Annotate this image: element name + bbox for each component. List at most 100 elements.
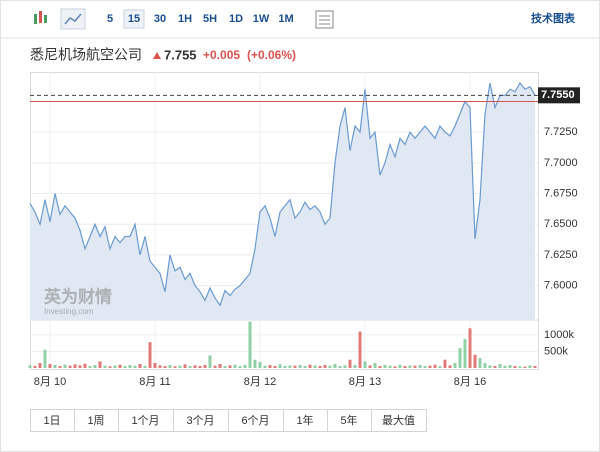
volume-bar [233, 364, 237, 368]
interval-button[interactable]: 15 [128, 13, 140, 25]
interval-button[interactable]: 1D [229, 13, 243, 25]
candle-icon[interactable] [34, 11, 47, 24]
volume-bar [388, 365, 392, 368]
up-arrow [153, 52, 161, 59]
volume-bar [113, 365, 117, 368]
volume-bar [138, 364, 142, 368]
price: 7.755 [164, 47, 197, 62]
y-tick-label: 7.6500 [544, 218, 578, 230]
volume-bar [443, 359, 447, 368]
volume-bar [483, 363, 487, 368]
volume-bar [53, 365, 57, 368]
volume-bar [373, 363, 377, 368]
volume-bar [378, 366, 382, 368]
volume-bar [228, 365, 232, 368]
range-label: 6个月 [241, 414, 269, 427]
volume-bar [363, 361, 367, 368]
volume-bar [33, 366, 37, 368]
volume-bar [73, 364, 77, 368]
volume-bar [173, 366, 177, 368]
line-icon-glyph [64, 13, 82, 25]
volume-bar [468, 328, 472, 368]
volume-bar [498, 364, 502, 368]
volume-bar [203, 365, 207, 368]
y-tick-label: 7.6750 [544, 187, 578, 199]
volume-bar [248, 321, 252, 368]
volume-bar [358, 331, 362, 368]
volume-bar [48, 364, 52, 368]
watermark-site: Investing.com [44, 307, 94, 316]
active-interval [123, 9, 145, 29]
y-tick-label: 7.6000 [544, 280, 578, 292]
volume-bar [58, 366, 62, 368]
volume-bar [188, 366, 192, 368]
volume-bar [123, 366, 127, 368]
volume-bar [218, 364, 222, 368]
volume-bar [313, 365, 317, 368]
volume-bar [83, 363, 87, 368]
volume-bar [488, 365, 492, 368]
volume-bar [193, 365, 197, 368]
x-tick-label: 8月 10 [34, 376, 66, 388]
range-label: 1周 [87, 414, 104, 427]
x-tick-label: 8月 11 [139, 376, 171, 388]
volume-bar [348, 359, 352, 368]
price-area [30, 83, 535, 321]
volume-bar [253, 359, 257, 368]
volume-bar [533, 366, 537, 368]
volume-bar [403, 366, 407, 368]
price-line [29, 81, 536, 307]
interval-button[interactable]: 5H [203, 13, 217, 25]
volume-bar [93, 365, 97, 368]
volume-bar [43, 349, 47, 368]
volume-bar [258, 362, 262, 368]
volume-bar [323, 365, 327, 368]
volume-bar [448, 365, 452, 368]
interval-button[interactable]: 1H [178, 13, 192, 25]
x-tick-label: 8月 12 [244, 376, 276, 388]
range-label: 1个月 [131, 414, 159, 427]
range-button[interactable] [371, 409, 427, 432]
volume-bar [98, 361, 102, 368]
volume-bar [178, 365, 182, 368]
watermark-brand: 英为财情 [44, 286, 112, 306]
volume-bar [328, 365, 332, 368]
interval-button[interactable]: 30 [154, 13, 166, 25]
volume-bar [508, 365, 512, 368]
volume-bar [108, 366, 112, 368]
tech-chart-link[interactable]: 技术图表 [531, 11, 576, 25]
volume-bar [38, 363, 42, 368]
volume-bar [463, 338, 467, 368]
volume-bar [118, 364, 122, 368]
volume-bar [423, 366, 427, 368]
volume-bar [433, 364, 437, 368]
volume-bar [158, 365, 162, 368]
volume-bar [213, 365, 217, 368]
volume-bar [513, 366, 517, 368]
volume-bar [438, 366, 442, 368]
volume-bar [523, 366, 527, 368]
volume-bar [473, 354, 477, 368]
volume-tick-label: 500k [544, 345, 568, 357]
volume-bar [308, 364, 312, 368]
volume-bar [78, 365, 82, 368]
volume-bar [428, 365, 432, 368]
volume-bar [263, 365, 267, 368]
interval-button[interactable]: 1M [278, 13, 293, 25]
volume-bar [288, 365, 292, 368]
volume-bar [208, 355, 212, 368]
volume-bar [133, 365, 137, 368]
change-pct: (+0.06%) [247, 48, 296, 62]
volume-bar [343, 365, 347, 368]
volume-bar [243, 365, 247, 368]
volume-bar [293, 365, 297, 368]
volume-bar [278, 364, 282, 368]
volume-bar [128, 365, 132, 368]
interval-button[interactable]: 5 [107, 13, 113, 25]
volume-bar [223, 366, 227, 368]
volume-bar [368, 365, 372, 368]
interval-button[interactable]: 1W [253, 13, 270, 25]
volume-bar [398, 364, 402, 368]
volume-bar [273, 366, 277, 368]
